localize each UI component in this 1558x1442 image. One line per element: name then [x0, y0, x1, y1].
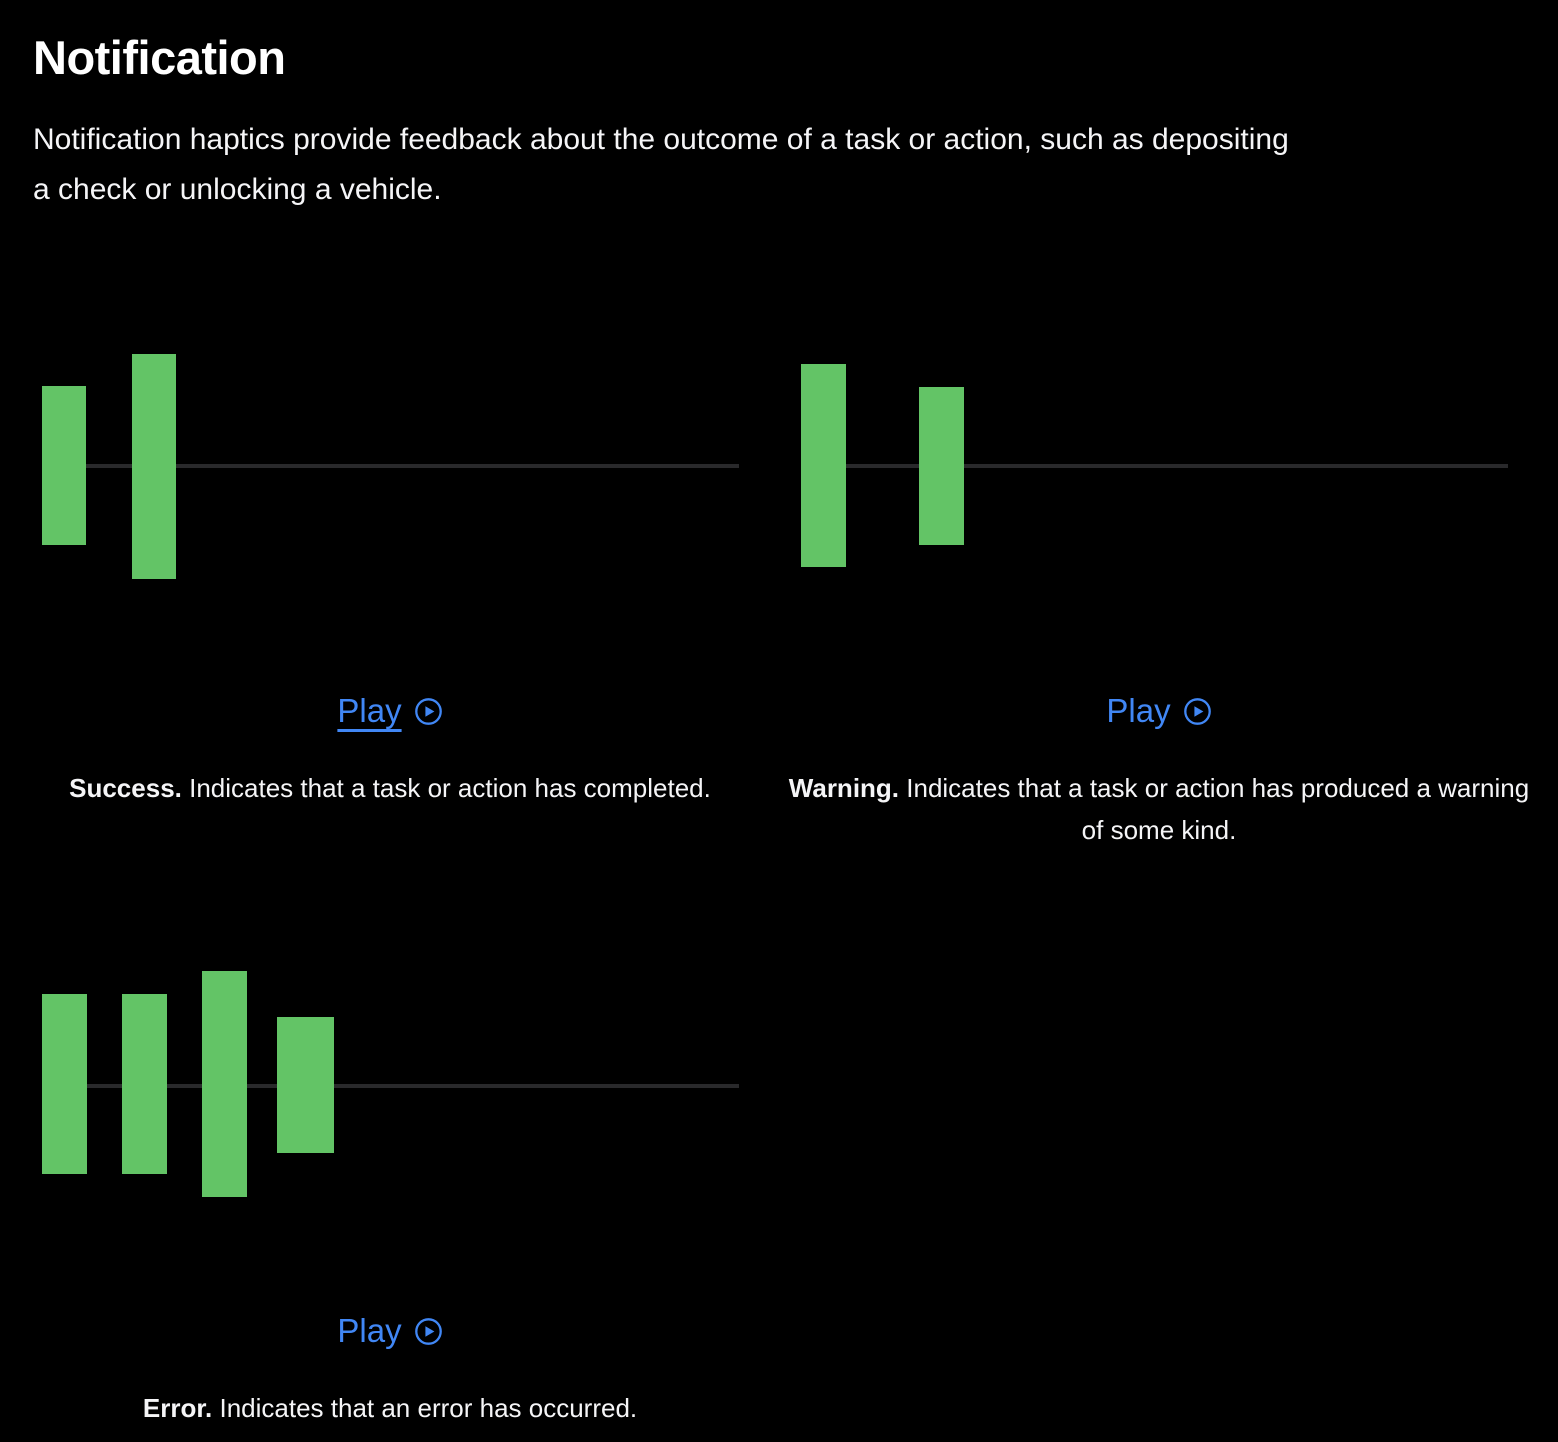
- section-title: Notification: [33, 31, 286, 84]
- play-circle-icon: [414, 697, 442, 725]
- haptic-intensity-bar: [801, 364, 846, 567]
- description-line-1: Notification haptics provide feedback ab…: [33, 123, 1289, 156]
- haptics-grid: Play Success. Indicates that a task or a…: [20, 327, 1558, 1429]
- haptic-intensity-bar: [42, 994, 87, 1174]
- warning-waveform: [780, 327, 1538, 627]
- play-label: Play: [1106, 692, 1171, 729]
- haptic-intensity-bar: [132, 354, 176, 579]
- haptic-timeline: [42, 464, 739, 468]
- haptic-intensity-bar: [122, 994, 167, 1174]
- play-label: Play: [337, 692, 402, 729]
- description-line-2: a check or unlocking a vehicle.: [33, 173, 442, 206]
- haptic-intensity-bar: [202, 971, 247, 1197]
- haptic-intensity-bar: [919, 387, 964, 545]
- caption-keyword: Error.: [142, 1393, 213, 1423]
- error-play-button[interactable]: Play: [337, 1311, 442, 1351]
- warning-play-button[interactable]: Play: [1106, 691, 1211, 731]
- warning-play-row: Play: [780, 691, 1538, 731]
- success-play-row: Play: [20, 691, 760, 731]
- play-label: Play: [337, 1312, 402, 1349]
- success-waveform: [20, 327, 760, 627]
- play-circle-icon: [1183, 697, 1211, 725]
- caption-text: Indicates that a task or action has prod…: [906, 773, 1530, 845]
- error-waveform: [20, 947, 760, 1247]
- success-play-button[interactable]: Play: [337, 691, 442, 731]
- section-description: Notification haptics provide feedback ab…: [33, 115, 1558, 215]
- haptic-intensity-bar: [277, 1017, 334, 1153]
- error-play-row: Play: [20, 1311, 760, 1351]
- caption-keyword: Success.: [69, 773, 182, 803]
- haptic-intensity-bar: [42, 386, 86, 545]
- play-circle-icon: [414, 1317, 442, 1345]
- haptic-timeline: [801, 464, 1508, 468]
- section-header: Notification Notification haptics provid…: [0, 31, 1558, 215]
- caption-keyword: Warning.: [788, 773, 900, 803]
- warning-caption: Warning. Indicates that a task or action…: [780, 767, 1538, 851]
- error-caption: Error. Indicates that an error has occur…: [20, 1387, 760, 1429]
- haptic-timeline: [42, 1084, 739, 1088]
- success-caption: Success. Indicates that a task or action…: [20, 767, 760, 809]
- haptic-card-success: Play Success. Indicates that a task or a…: [20, 327, 760, 809]
- caption-text: Indicates that an error has occurred.: [219, 1393, 638, 1423]
- haptic-card-warning: Play Warning. Indicates that a task or a…: [780, 327, 1538, 851]
- haptic-card-error: Play Error. Indicates that an error has …: [20, 947, 760, 1429]
- caption-text: Indicates that a task or action has comp…: [189, 773, 711, 803]
